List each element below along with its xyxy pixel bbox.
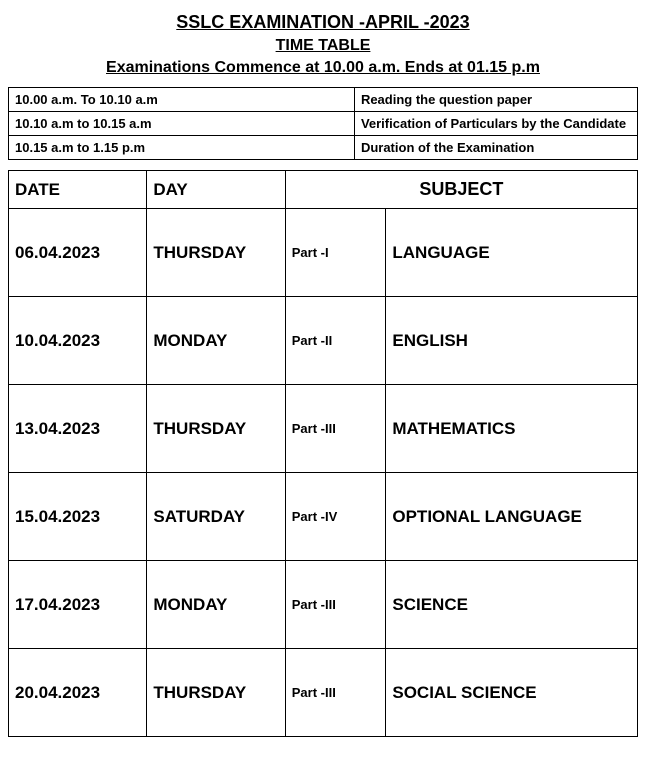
cell-part: Part -IV: [285, 473, 386, 561]
cell-day: MONDAY: [147, 561, 285, 649]
schedule-row: 17.04.2023 MONDAY Part -III SCIENCE: [9, 561, 638, 649]
info-row: 10.15 a.m to 1.15 p.m Duration of the Ex…: [9, 136, 638, 160]
cell-subject: SCIENCE: [386, 561, 638, 649]
cell-subject: ENGLISH: [386, 297, 638, 385]
info-desc: Reading the question paper: [354, 88, 637, 112]
cell-date: 17.04.2023: [9, 561, 147, 649]
info-desc: Verification of Particulars by the Candi…: [354, 112, 637, 136]
schedule-table: DATE DAY SUBJECT 06.04.2023 THURSDAY Par…: [8, 170, 638, 737]
page-subtitle: TIME TABLE: [8, 37, 638, 55]
cell-part: Part -III: [285, 649, 386, 737]
cell-date: 06.04.2023: [9, 209, 147, 297]
cell-subject: SOCIAL SCIENCE: [386, 649, 638, 737]
cell-day: MONDAY: [147, 297, 285, 385]
cell-day: SATURDAY: [147, 473, 285, 561]
schedule-header-row: DATE DAY SUBJECT: [9, 171, 638, 209]
cell-date: 15.04.2023: [9, 473, 147, 561]
info-table: 10.00 a.m. To 10.10 a.m Reading the ques…: [8, 87, 638, 160]
commence-line: Examinations Commence at 10.00 a.m. Ends…: [8, 59, 638, 77]
cell-part: Part -I: [285, 209, 386, 297]
cell-subject: MATHEMATICS: [386, 385, 638, 473]
info-desc: Duration of the Examination: [354, 136, 637, 160]
column-header-day: DAY: [147, 171, 285, 209]
cell-date: 13.04.2023: [9, 385, 147, 473]
cell-day: THURSDAY: [147, 385, 285, 473]
schedule-row: 20.04.2023 THURSDAY Part -III SOCIAL SCI…: [9, 649, 638, 737]
cell-subject: LANGUAGE: [386, 209, 638, 297]
info-time: 10.15 a.m to 1.15 p.m: [9, 136, 355, 160]
cell-part: Part -III: [285, 561, 386, 649]
schedule-row: 13.04.2023 THURSDAY Part -III MATHEMATIC…: [9, 385, 638, 473]
info-row: 10.10 a.m to 10.15 a.m Verification of P…: [9, 112, 638, 136]
info-row: 10.00 a.m. To 10.10 a.m Reading the ques…: [9, 88, 638, 112]
cell-part: Part -II: [285, 297, 386, 385]
schedule-body: 06.04.2023 THURSDAY Part -I LANGUAGE 10.…: [9, 209, 638, 737]
cell-date: 10.04.2023: [9, 297, 147, 385]
column-header-date: DATE: [9, 171, 147, 209]
cell-day: THURSDAY: [147, 649, 285, 737]
info-table-body: 10.00 a.m. To 10.10 a.m Reading the ques…: [9, 88, 638, 160]
cell-subject: OPTIONAL LANGUAGE: [386, 473, 638, 561]
page-title: SSLC EXAMINATION -APRIL -2023: [8, 12, 638, 33]
column-header-subject: SUBJECT: [285, 171, 637, 209]
info-time: 10.10 a.m to 10.15 a.m: [9, 112, 355, 136]
cell-date: 20.04.2023: [9, 649, 147, 737]
schedule-row: 06.04.2023 THURSDAY Part -I LANGUAGE: [9, 209, 638, 297]
schedule-row: 10.04.2023 MONDAY Part -II ENGLISH: [9, 297, 638, 385]
info-time: 10.00 a.m. To 10.10 a.m: [9, 88, 355, 112]
schedule-header: DATE DAY SUBJECT: [9, 171, 638, 209]
cell-part: Part -III: [285, 385, 386, 473]
schedule-row: 15.04.2023 SATURDAY Part -IV OPTIONAL LA…: [9, 473, 638, 561]
cell-day: THURSDAY: [147, 209, 285, 297]
header-block: SSLC EXAMINATION -APRIL -2023 TIME TABLE…: [8, 12, 638, 77]
